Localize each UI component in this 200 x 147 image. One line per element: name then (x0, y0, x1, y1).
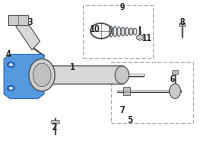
Text: 9: 9 (119, 3, 125, 12)
Circle shape (9, 64, 13, 66)
Ellipse shape (117, 27, 121, 36)
Ellipse shape (29, 59, 55, 91)
Text: 11: 11 (141, 34, 151, 43)
Bar (172, 70, 178, 74)
Ellipse shape (133, 28, 137, 35)
Ellipse shape (125, 27, 129, 36)
Circle shape (9, 87, 13, 89)
Ellipse shape (113, 26, 117, 37)
Circle shape (136, 35, 144, 40)
Bar (123, 87, 130, 95)
Text: 10: 10 (89, 25, 99, 34)
Text: 4: 4 (5, 50, 11, 59)
FancyBboxPatch shape (36, 66, 124, 84)
Ellipse shape (170, 84, 180, 98)
Ellipse shape (33, 63, 51, 87)
Text: 8: 8 (179, 17, 185, 27)
Circle shape (7, 62, 15, 67)
Polygon shape (16, 18, 40, 50)
Ellipse shape (129, 28, 133, 35)
Ellipse shape (115, 66, 129, 84)
Text: 3: 3 (27, 17, 33, 27)
Text: 6: 6 (169, 75, 175, 84)
Circle shape (7, 86, 15, 91)
Ellipse shape (121, 27, 125, 36)
Polygon shape (4, 54, 44, 98)
Bar (51, 120, 59, 123)
Text: 1: 1 (69, 63, 75, 72)
Text: 5: 5 (127, 116, 133, 125)
Polygon shape (8, 15, 28, 25)
Bar (179, 23, 185, 26)
Ellipse shape (109, 26, 113, 37)
Text: 7: 7 (119, 106, 125, 115)
Text: 2: 2 (51, 123, 57, 132)
